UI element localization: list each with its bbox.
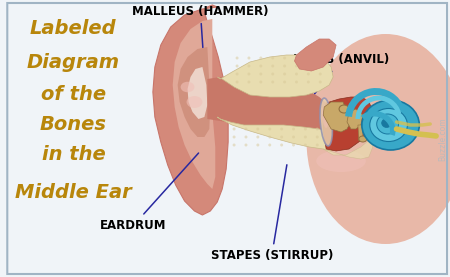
Polygon shape — [358, 125, 363, 141]
Polygon shape — [323, 97, 373, 151]
Ellipse shape — [320, 98, 333, 146]
Polygon shape — [207, 75, 326, 143]
Ellipse shape — [268, 127, 271, 130]
Ellipse shape — [271, 81, 274, 83]
Ellipse shape — [248, 81, 251, 83]
Ellipse shape — [280, 127, 283, 130]
Ellipse shape — [295, 65, 298, 68]
Ellipse shape — [233, 135, 236, 138]
Ellipse shape — [307, 65, 310, 68]
Ellipse shape — [319, 73, 322, 76]
Ellipse shape — [307, 81, 310, 83]
Ellipse shape — [248, 57, 251, 60]
Text: INCUS (ANVIL): INCUS (ANVIL) — [292, 53, 389, 121]
Ellipse shape — [319, 57, 322, 60]
Polygon shape — [217, 55, 333, 97]
Ellipse shape — [271, 73, 274, 76]
Polygon shape — [217, 117, 336, 151]
Polygon shape — [173, 19, 215, 189]
Polygon shape — [178, 47, 210, 137]
Text: Diagram: Diagram — [27, 53, 120, 71]
Ellipse shape — [295, 81, 298, 83]
Ellipse shape — [370, 109, 407, 142]
Text: Buzzle.com: Buzzle.com — [439, 117, 448, 161]
Ellipse shape — [283, 73, 286, 76]
Ellipse shape — [268, 135, 271, 138]
Ellipse shape — [306, 34, 450, 244]
Ellipse shape — [295, 57, 298, 60]
Ellipse shape — [304, 127, 307, 130]
Ellipse shape — [339, 105, 349, 113]
Ellipse shape — [244, 143, 248, 147]
Ellipse shape — [316, 135, 319, 138]
Ellipse shape — [244, 127, 248, 130]
Ellipse shape — [283, 57, 286, 60]
Ellipse shape — [292, 127, 295, 130]
Ellipse shape — [280, 135, 283, 138]
Ellipse shape — [248, 65, 251, 68]
Ellipse shape — [316, 127, 319, 130]
Ellipse shape — [244, 135, 248, 138]
Text: Bones: Bones — [40, 116, 107, 135]
Ellipse shape — [271, 57, 274, 60]
Ellipse shape — [259, 57, 262, 60]
Ellipse shape — [256, 127, 259, 130]
Ellipse shape — [307, 73, 310, 76]
Text: STAPES (STIRRUP): STAPES (STIRRUP) — [211, 165, 333, 262]
Ellipse shape — [233, 127, 236, 130]
Ellipse shape — [256, 143, 259, 147]
Ellipse shape — [248, 73, 251, 76]
Ellipse shape — [268, 143, 271, 147]
Ellipse shape — [319, 81, 322, 83]
Ellipse shape — [319, 65, 322, 68]
Polygon shape — [153, 5, 228, 215]
Ellipse shape — [295, 73, 298, 76]
Ellipse shape — [236, 65, 238, 68]
Ellipse shape — [382, 119, 392, 127]
Ellipse shape — [236, 81, 238, 83]
Ellipse shape — [256, 135, 259, 138]
Ellipse shape — [283, 65, 286, 68]
Ellipse shape — [292, 135, 295, 138]
Ellipse shape — [259, 73, 262, 76]
Text: EARDRUM: EARDRUM — [100, 153, 198, 232]
Ellipse shape — [236, 73, 238, 76]
Polygon shape — [347, 109, 363, 129]
Polygon shape — [188, 67, 207, 119]
Ellipse shape — [316, 143, 319, 147]
Text: of the: of the — [41, 84, 106, 104]
Ellipse shape — [187, 96, 202, 108]
Polygon shape — [323, 102, 351, 132]
Ellipse shape — [259, 81, 262, 83]
Ellipse shape — [259, 65, 262, 68]
Text: MALLEUS (HAMMER): MALLEUS (HAMMER) — [132, 5, 269, 108]
Text: in the: in the — [41, 145, 105, 165]
Ellipse shape — [322, 106, 328, 128]
Ellipse shape — [362, 100, 419, 150]
Ellipse shape — [292, 143, 295, 147]
Text: Middle Ear: Middle Ear — [15, 183, 132, 201]
Ellipse shape — [304, 143, 307, 147]
Ellipse shape — [271, 65, 274, 68]
Ellipse shape — [307, 57, 310, 60]
Ellipse shape — [283, 81, 286, 83]
Polygon shape — [323, 137, 373, 159]
Ellipse shape — [180, 82, 194, 92]
Ellipse shape — [304, 135, 307, 138]
Ellipse shape — [359, 136, 367, 142]
Ellipse shape — [233, 143, 236, 147]
Polygon shape — [294, 39, 336, 71]
Text: Labeled: Labeled — [30, 19, 117, 39]
Ellipse shape — [377, 114, 399, 134]
Ellipse shape — [316, 150, 366, 172]
Ellipse shape — [280, 143, 283, 147]
Ellipse shape — [236, 57, 238, 60]
